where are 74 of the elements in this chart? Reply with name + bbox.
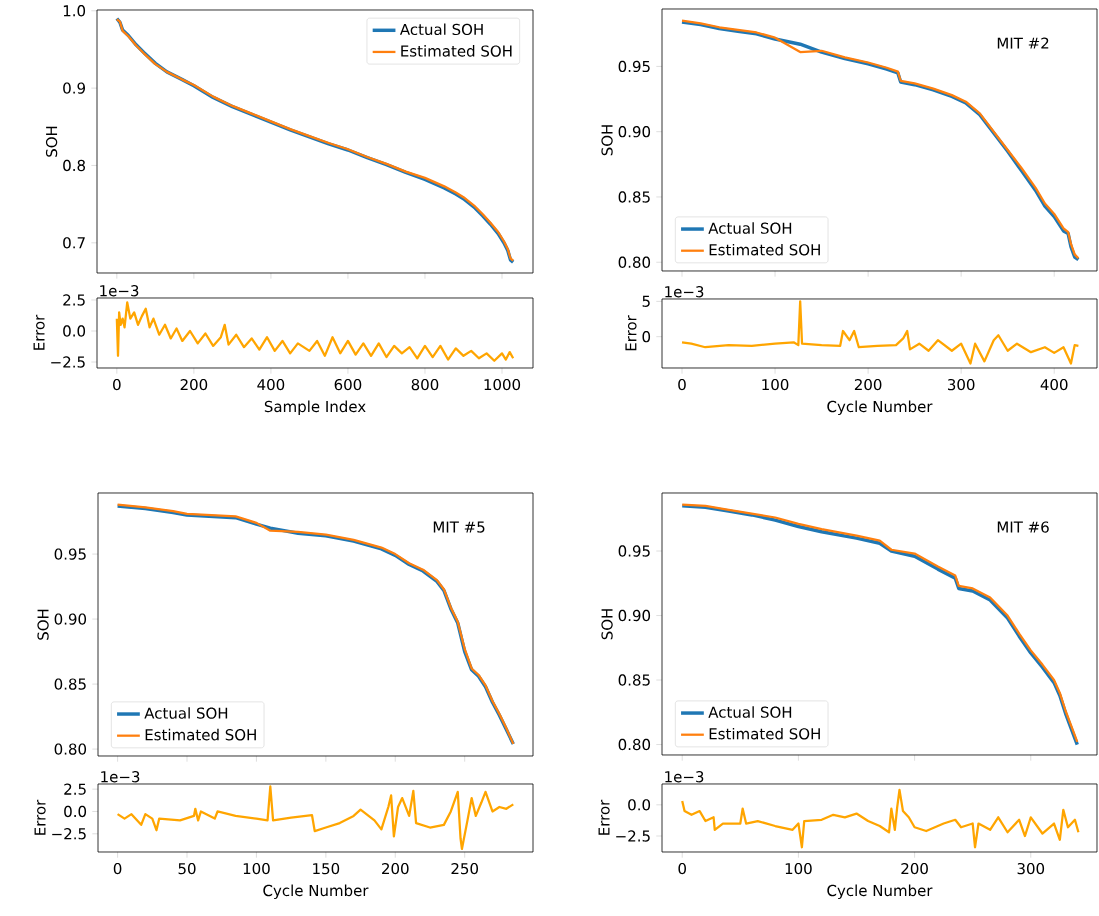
x-axis-title: Sample Index bbox=[264, 400, 366, 416]
text: 1e−3 bbox=[100, 285, 139, 297]
x-tick-label: 200 bbox=[180, 378, 208, 391]
y-tick-label: 0.0 bbox=[628, 799, 651, 811]
y-axis-title: SOH bbox=[37, 609, 49, 640]
y-axis-title: SOH bbox=[601, 609, 613, 640]
y-axis-title: Error bbox=[625, 315, 637, 351]
y-tick-label: 0.85 bbox=[618, 674, 650, 686]
y-tick-label: −2.5 bbox=[616, 830, 650, 842]
y-tick-label: 0.95 bbox=[618, 60, 650, 73]
x-tick-label: 0 bbox=[678, 862, 686, 875]
y-tick-label: 0.0 bbox=[63, 325, 86, 337]
x-tick-label: 0 bbox=[678, 378, 686, 391]
legend-label: Actual SOH bbox=[399, 23, 483, 36]
legend-label: Estimated SOH bbox=[401, 45, 512, 57]
y-tick-label: 0.7 bbox=[63, 237, 85, 249]
y-axis-title: Error bbox=[598, 799, 610, 835]
x-axis-title: Cycle Number bbox=[827, 400, 933, 416]
y-tick-label: −2.5 bbox=[51, 356, 85, 368]
x-tick-label: 150 bbox=[313, 862, 340, 875]
x-tick-label: 400 bbox=[257, 378, 285, 391]
legend-label: Estimated SOH bbox=[709, 243, 820, 256]
annotation: MIT #6 bbox=[997, 521, 1049, 533]
x-tick-label: 100 bbox=[243, 862, 270, 875]
text: 1e−3 bbox=[101, 771, 140, 783]
y-tick-label: 0.80 bbox=[618, 738, 651, 751]
x-tick-label: 200 bbox=[901, 862, 928, 875]
y-tick-label: 0.8 bbox=[63, 159, 86, 172]
x-tick-label: 200 bbox=[382, 862, 409, 875]
y-axis-title: SOH bbox=[601, 125, 613, 156]
x-tick-label: 300 bbox=[1017, 862, 1045, 875]
y-tick-label: 0.80 bbox=[618, 256, 651, 268]
y-tick-label: 0.90 bbox=[618, 126, 651, 138]
legend-label: Actual SOH bbox=[144, 707, 228, 719]
text: 1e−3 bbox=[665, 771, 704, 783]
x-tick-label: 50 bbox=[178, 862, 196, 875]
y-tick-label: 0.85 bbox=[54, 678, 86, 690]
legend-label: Actual SOH bbox=[708, 706, 792, 718]
x-tick-label: 250 bbox=[451, 862, 479, 875]
y-tick-label: 2.5 bbox=[64, 783, 86, 795]
y-tick-label: 5 bbox=[642, 295, 650, 307]
x-axis-title: Cycle Number bbox=[827, 884, 933, 900]
y-tick-label: 0.95 bbox=[54, 548, 86, 560]
x-axis-title: Cycle Number bbox=[263, 884, 369, 900]
y-axis-title: SOH bbox=[45, 126, 58, 157]
x-tick-label: 800 bbox=[411, 378, 439, 391]
x-tick-label: 100 bbox=[785, 862, 812, 875]
y-tick-label: 0.85 bbox=[618, 191, 650, 203]
y-tick-label: 2.5 bbox=[63, 294, 85, 306]
x-tick-label: 100 bbox=[762, 378, 789, 391]
legend-label: Estimated SOH bbox=[145, 728, 256, 741]
y-tick-label: 0.9 bbox=[63, 82, 85, 94]
y-tick-label: 0.90 bbox=[618, 609, 651, 622]
x-tick-label: 600 bbox=[334, 378, 362, 391]
y-tick-label: 0 bbox=[642, 330, 651, 343]
x-tick-label: 400 bbox=[1040, 378, 1068, 391]
x-tick-label: 1000 bbox=[484, 378, 521, 391]
x-tick-label: 0 bbox=[113, 378, 121, 391]
annotation: MIT #2 bbox=[997, 37, 1049, 49]
annotation: MIT #5 bbox=[433, 521, 485, 533]
legend-label: Actual SOH bbox=[708, 222, 792, 234]
y-axis-title: Error bbox=[34, 799, 46, 835]
y-tick-label: 1.0 bbox=[63, 5, 86, 17]
y-tick-label: 0.0 bbox=[64, 805, 87, 818]
text: 1e−3 bbox=[665, 286, 704, 298]
y-tick-label: 0.80 bbox=[54, 743, 87, 755]
y-axis-title: Error bbox=[33, 314, 45, 350]
y-tick-label: 0.90 bbox=[54, 613, 87, 625]
x-tick-label: 200 bbox=[854, 378, 882, 391]
x-tick-label: 0 bbox=[113, 862, 122, 875]
x-tick-label: 300 bbox=[947, 378, 975, 391]
y-tick-label: −2.5 bbox=[52, 828, 86, 840]
legend-label: Estimated SOH bbox=[709, 727, 820, 740]
y-tick-label: 0.95 bbox=[618, 545, 650, 557]
